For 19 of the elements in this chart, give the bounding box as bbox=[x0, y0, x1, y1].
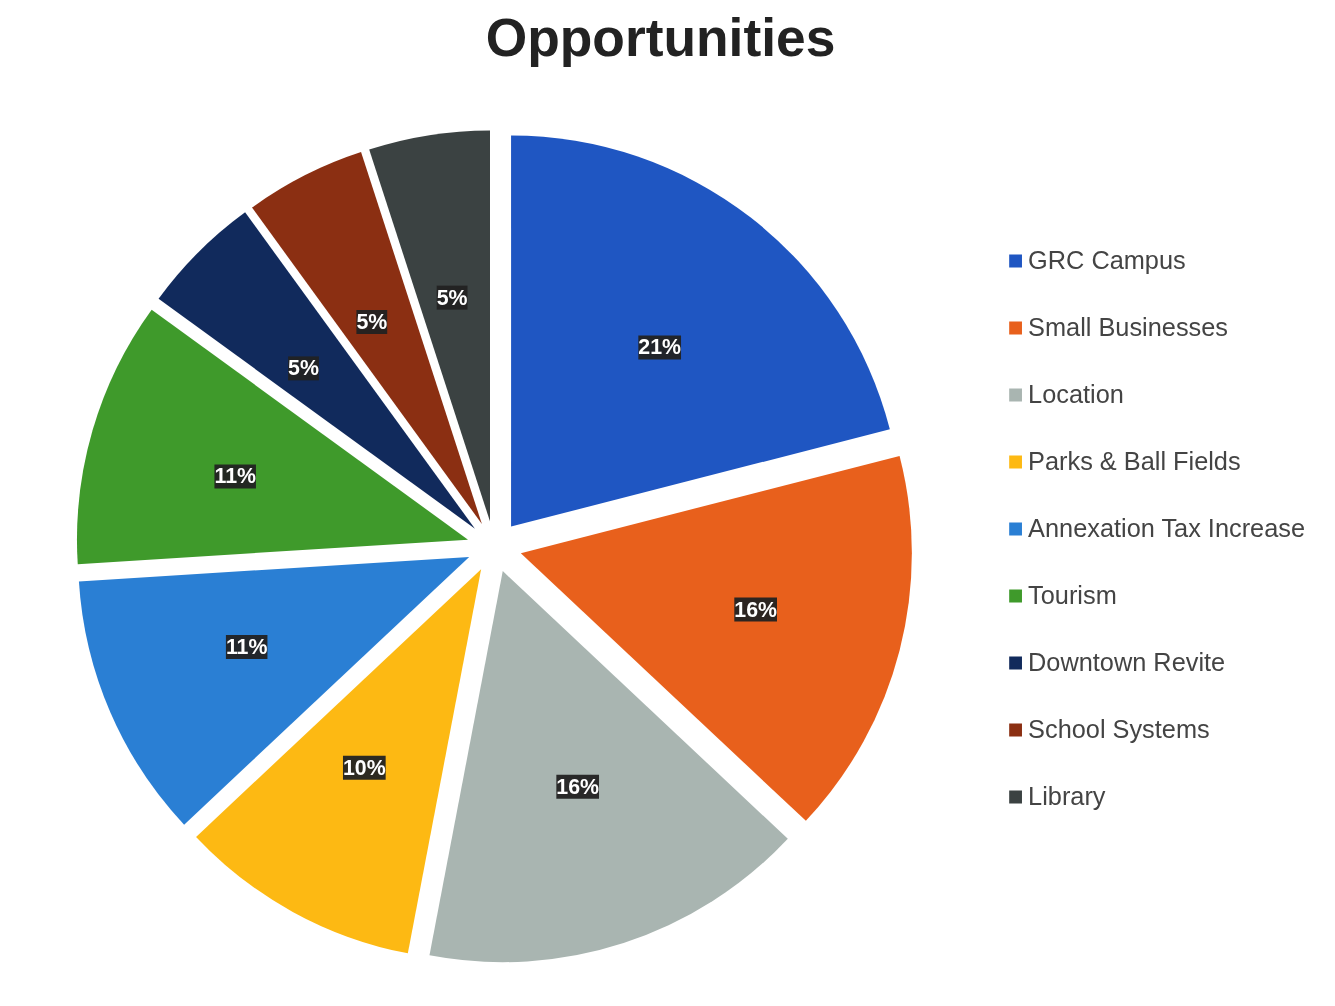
legend-label: School Systems bbox=[1028, 714, 1210, 744]
data-label: 11% bbox=[214, 464, 256, 489]
data-label: 10% bbox=[342, 755, 386, 780]
legend-label: Annexation Tax Increase bbox=[1028, 513, 1305, 543]
legend-label: GRC Campus bbox=[1028, 245, 1186, 275]
data-label: 16% bbox=[734, 597, 778, 622]
legend-label: Tourism bbox=[1028, 580, 1117, 610]
legend-label: Downtown Revite bbox=[1028, 647, 1226, 677]
legend-label: Library bbox=[1028, 781, 1106, 811]
legend-label: Parks & Ball Fields bbox=[1028, 446, 1241, 476]
data-label: 21% bbox=[638, 335, 682, 360]
data-label: 11% bbox=[225, 634, 268, 659]
data-label: 16% bbox=[556, 774, 600, 799]
legend-label: Small Businesses bbox=[1028, 312, 1228, 342]
data-label: 5% bbox=[436, 285, 468, 310]
data-label: 5% bbox=[288, 356, 319, 381]
legend-label: Location bbox=[1028, 379, 1124, 409]
data-label: 5% bbox=[356, 310, 388, 335]
chart-title: Opportunities bbox=[485, 7, 836, 67]
